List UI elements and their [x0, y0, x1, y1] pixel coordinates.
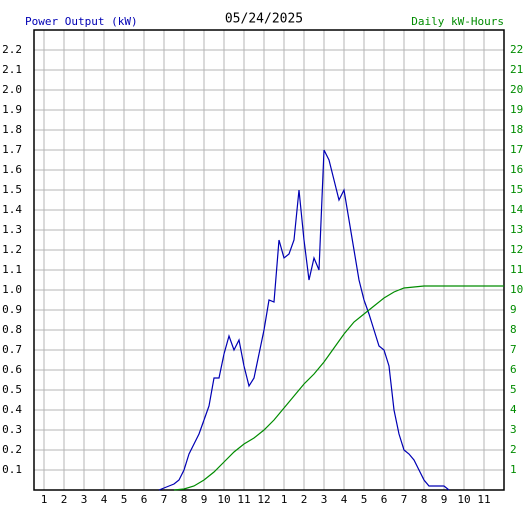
y-tick-label: 1.7 [2, 143, 22, 156]
y-tick-label: 2.0 [2, 83, 22, 96]
y2-tick-label: 10 [510, 283, 523, 296]
y2-tick-label: 15 [510, 183, 523, 196]
y2-tick-label: 12 [510, 243, 523, 256]
y-tick-label: 1.1 [2, 263, 22, 276]
x-tick-label: 9 [201, 493, 208, 506]
y-tick-label: 2.1 [2, 63, 22, 76]
y-tick-label: 1.8 [2, 123, 22, 136]
y2-tick-label: 8 [510, 323, 517, 336]
x-tick-label: 4 [341, 493, 348, 506]
y2-tick-label: 22 [510, 43, 523, 56]
x-tick-label: 12 [257, 493, 270, 506]
x-tick-label: 8 [181, 493, 188, 506]
y2-tick-label: 7 [510, 343, 517, 356]
y-tick-label: 0.2 [2, 443, 22, 456]
y-tick-label: 1.2 [2, 243, 22, 256]
y2-tick-label: 14 [510, 203, 524, 216]
y-axis-label: Power Output (kW) [25, 15, 138, 28]
y2-tick-label: 4 [510, 403, 517, 416]
y2-tick-label: 19 [510, 103, 523, 116]
y-tick-label: 0.1 [2, 463, 22, 476]
y2-tick-label: 13 [510, 223, 523, 236]
y2-tick-label: 9 [510, 303, 517, 316]
x-tick-label: 10 [457, 493, 470, 506]
y2-tick-label: 11 [510, 263, 523, 276]
y-tick-label: 0.8 [2, 323, 22, 336]
x-tick-label: 11 [237, 493, 250, 506]
y-tick-label: 0.5 [2, 383, 22, 396]
x-tick-label: 2 [301, 493, 308, 506]
y-tick-label: 0.6 [2, 363, 22, 376]
y-tick-label: 1.3 [2, 223, 22, 236]
x-tick-label: 1 [41, 493, 48, 506]
y2-tick-label: 6 [510, 363, 517, 376]
series-line [158, 149, 450, 491]
y-tick-label: 1.5 [2, 183, 22, 196]
y2-tick-label: 21 [510, 63, 523, 76]
x-tick-label: 7 [161, 493, 168, 506]
x-tick-label: 10 [217, 493, 230, 506]
x-tick-label: 4 [101, 493, 108, 506]
x-tick-label: 9 [441, 493, 448, 506]
y-tick-label: 2.2 [2, 43, 22, 56]
y2-tick-label: 5 [510, 383, 517, 396]
x-tick-label: 1 [281, 493, 288, 506]
x-tick-label: 11 [477, 493, 490, 506]
x-tick-label: 5 [361, 493, 368, 506]
chart-title: 05/24/2025 [225, 12, 303, 27]
y2-axis-label: Daily kW-Hours [411, 15, 504, 28]
y-tick-label: 1.0 [2, 283, 22, 296]
y-tick-label: 0.4 [2, 403, 22, 416]
x-tick-label: 6 [141, 493, 148, 506]
y2-tick-label: 3 [510, 423, 517, 436]
y2-tick-label: 1 [510, 463, 517, 476]
y-tick-label: 0.9 [2, 303, 22, 316]
y2-tick-label: 16 [510, 163, 523, 176]
x-tick-label: 7 [401, 493, 408, 506]
y2-tick-label: 20 [510, 83, 523, 96]
y-tick-label: 0.7 [2, 343, 22, 356]
y-tick-label: 1.9 [2, 103, 22, 116]
plot-frame [33, 29, 505, 491]
y2-tick-label: 17 [510, 143, 523, 156]
x-tick-label: 3 [81, 493, 88, 506]
x-tick-label: 5 [121, 493, 128, 506]
x-tick-label: 3 [321, 493, 328, 506]
y-tick-label: 1.4 [2, 203, 22, 216]
series-line [173, 285, 504, 491]
y-tick-label: 1.6 [2, 163, 22, 176]
y2-tick-label: 2 [510, 443, 517, 456]
y-tick-label: 0.3 [2, 423, 22, 436]
x-tick-label: 2 [61, 493, 68, 506]
x-tick-label: 8 [421, 493, 428, 506]
y2-tick-label: 18 [510, 123, 523, 136]
x-tick-label: 6 [381, 493, 388, 506]
